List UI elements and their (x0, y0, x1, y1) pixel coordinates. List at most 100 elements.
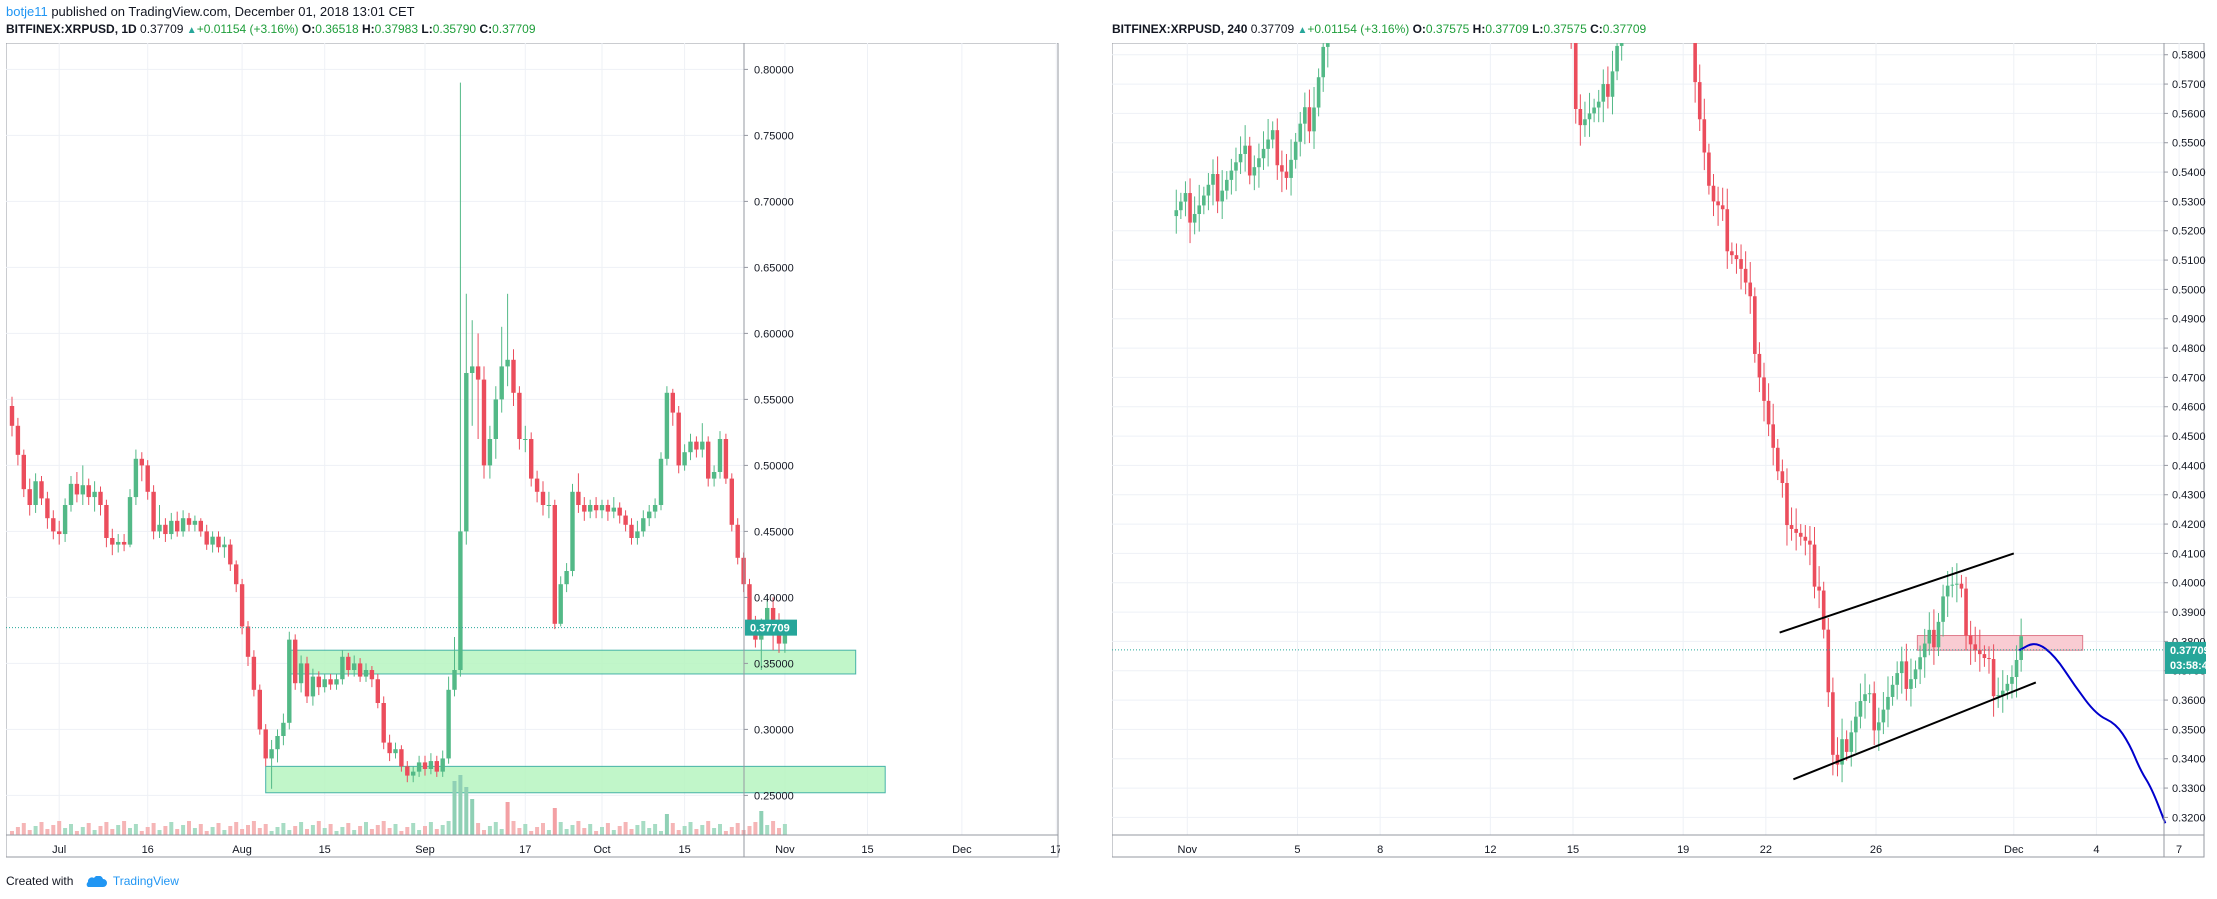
candle-body (322, 679, 327, 688)
candle-body (1739, 259, 1743, 269)
candle-body (1312, 107, 1316, 132)
candle-body (694, 441, 699, 450)
candle-body (1711, 185, 1716, 202)
volume-bar (246, 825, 250, 835)
candle-body (1835, 754, 1840, 765)
x-tick-label: 15 (678, 844, 690, 856)
candle-body (1578, 109, 1583, 126)
y-tick-label: 0.55000 (754, 394, 794, 406)
volume-bar (228, 826, 233, 835)
candle-body (346, 656, 351, 670)
candle-body (234, 564, 239, 585)
candle-body (1619, 43, 1624, 46)
candle-body (133, 458, 139, 498)
candle-body (1592, 107, 1596, 114)
candle-body (228, 544, 233, 565)
candle-body (51, 518, 56, 532)
volume-bar (39, 822, 44, 835)
candle-body (121, 541, 127, 545)
candle-body (1748, 282, 1753, 297)
candle-body (1192, 214, 1197, 223)
candle-body (1261, 148, 1266, 159)
volume-bar (617, 826, 622, 835)
daily-candlestick-chart[interactable]: 0.25000 0.30000 0.35000 0.40000 0.45000 0.500… (6, 43, 1060, 859)
volume-bar (428, 822, 433, 835)
candle-body (1780, 471, 1785, 483)
volume-bar (605, 823, 610, 835)
candle-body (1583, 119, 1587, 126)
candle-body (257, 689, 262, 730)
volume-bar (157, 830, 162, 835)
candle-body (1771, 424, 1775, 448)
candle-body (1922, 643, 1927, 658)
volume-bar (316, 821, 321, 835)
volume-bar (682, 826, 687, 835)
right-interval: 240 (1227, 22, 1248, 36)
author-link[interactable]: botje11 (6, 4, 48, 19)
volume-bar (777, 828, 781, 835)
trend-line (1779, 552, 2015, 634)
candle-body (1849, 732, 1854, 752)
volume-bar (381, 821, 386, 835)
volume-bar (517, 828, 522, 835)
volume-bar (299, 822, 304, 835)
candle-body (1211, 174, 1215, 185)
volume-bar (287, 830, 292, 835)
candle-body (1890, 684, 1895, 697)
volume-bar (647, 828, 652, 835)
candle-body (511, 359, 516, 393)
candle-body (57, 531, 62, 535)
candle-body (405, 766, 410, 776)
candle-body (1298, 123, 1303, 142)
x-tick-label: 15 (1567, 844, 1579, 856)
candle-body (1257, 158, 1261, 168)
4h-candlestick-chart[interactable]: 0.320000.330000.340000.350000.360000.370… (1112, 43, 2206, 859)
candle-body (163, 524, 168, 535)
candle-body (1918, 657, 1922, 670)
candle-body (1606, 84, 1610, 97)
candle-body (1909, 679, 1913, 689)
candle-body (45, 498, 50, 519)
candle-body (363, 670, 369, 677)
candle-body (1601, 84, 1606, 102)
volume-bar (145, 827, 150, 835)
left-high: 0.37983 (374, 22, 419, 36)
volume-bar (181, 825, 186, 835)
candle-body (1238, 153, 1243, 163)
candle-body (576, 491, 581, 505)
candle-body (552, 505, 557, 624)
volume-bar (735, 823, 740, 835)
volume-bar (387, 828, 392, 835)
candle-body (1716, 201, 1720, 206)
volume-bar (69, 824, 73, 835)
candle-body (641, 518, 646, 532)
candle-body (534, 478, 540, 492)
volume-bar (676, 830, 681, 835)
candle-body (175, 520, 180, 532)
candle-body (1895, 673, 1899, 685)
candle-body (1987, 658, 1991, 660)
candle-body (1188, 193, 1192, 223)
candle-body (1785, 483, 1789, 526)
y-tick-label: 0.40000 (2172, 578, 2206, 590)
tradingview-link[interactable]: TradingView (112, 874, 179, 888)
y-tick-label: 0.25000 (754, 790, 794, 802)
candle-body (1798, 532, 1803, 537)
right-symbol[interactable]: BITFINEX:XRPUSD (1112, 22, 1221, 36)
volume-bar (411, 823, 416, 835)
volume-bar (281, 823, 286, 835)
volume-bar (133, 824, 138, 835)
candle-body (1886, 696, 1890, 710)
candle-body (1904, 661, 1909, 689)
candle-body (1863, 694, 1867, 702)
volume-bar (729, 827, 734, 835)
volume-bar (293, 826, 298, 835)
candle-body (298, 663, 304, 684)
left-symbol[interactable]: BITFINEX:XRPUSD (6, 22, 115, 36)
volume-bar (670, 823, 675, 835)
